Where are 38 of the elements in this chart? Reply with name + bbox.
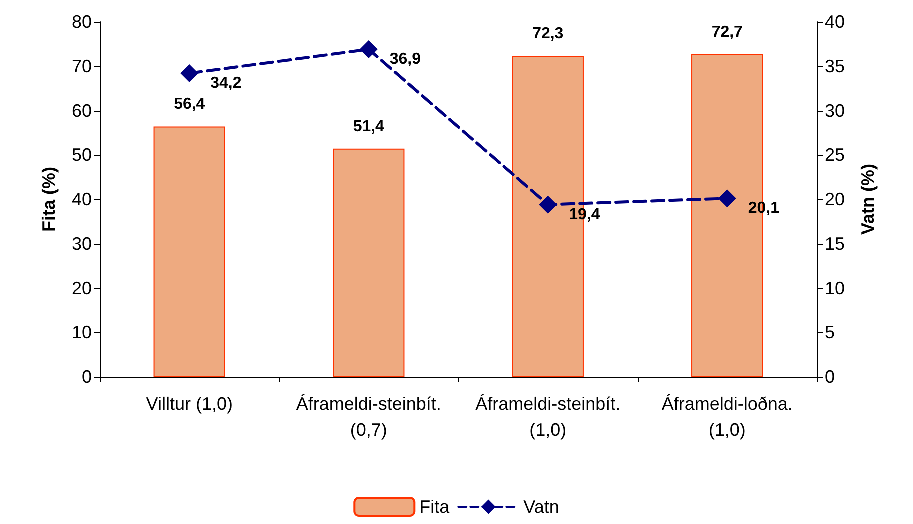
y2-tick-label: 20 bbox=[825, 190, 846, 210]
y2-tick-label: 10 bbox=[825, 278, 846, 298]
point bbox=[360, 40, 378, 59]
y2-tick-label: 5 bbox=[825, 322, 836, 343]
point bbox=[180, 64, 199, 82]
point bbox=[539, 196, 558, 214]
x-tick-label: Áframeldi-steinbít. (0,7) bbox=[296, 394, 442, 440]
y2-tick-label: 40 bbox=[825, 12, 846, 32]
bar bbox=[333, 148, 405, 377]
x-tick-label: Áframeldi-loðna. (1,0) bbox=[662, 394, 793, 440]
data-label: 56,4 bbox=[174, 96, 206, 114]
data-label: 34,2 bbox=[210, 74, 242, 92]
point bbox=[718, 190, 736, 208]
y-tick-label: 20 bbox=[72, 278, 92, 298]
x-tick-label: Áframeldi-steinbít. (1,0) bbox=[476, 394, 621, 440]
legend-label: Fita bbox=[420, 497, 451, 517]
data-label: 36,9 bbox=[390, 51, 422, 68]
y2-tick-label: 15 bbox=[825, 234, 846, 254]
x-tick-label: Villtur (1,0) bbox=[146, 394, 233, 414]
data-label: 51,4 bbox=[353, 118, 385, 136]
y-tick-label: 60 bbox=[72, 100, 92, 121]
y-tick-label: 40 bbox=[72, 190, 92, 210]
y-tick-label: 80 bbox=[72, 12, 92, 32]
data-label: 72,7 bbox=[712, 24, 744, 41]
legend-label: Vatn bbox=[524, 497, 560, 517]
data-label: 72,3 bbox=[532, 26, 564, 43]
y-tick-label: 0 bbox=[82, 367, 92, 387]
y2-axis-title: Vatn (%) bbox=[858, 164, 878, 236]
y-tick-label: 30 bbox=[72, 234, 92, 254]
y2-tick-label: 25 bbox=[825, 145, 846, 166]
y-tick-label: 10 bbox=[72, 322, 92, 343]
y-tick-label: 50 bbox=[72, 145, 92, 166]
y2-tick-label: 30 bbox=[825, 100, 846, 121]
y2-tick-label: 35 bbox=[825, 56, 846, 76]
y-axis-title: Fita (%) bbox=[39, 167, 59, 232]
bar bbox=[154, 126, 226, 377]
y2-tick-label: 0 bbox=[825, 367, 836, 387]
y-tick-label: 70 bbox=[72, 56, 92, 76]
